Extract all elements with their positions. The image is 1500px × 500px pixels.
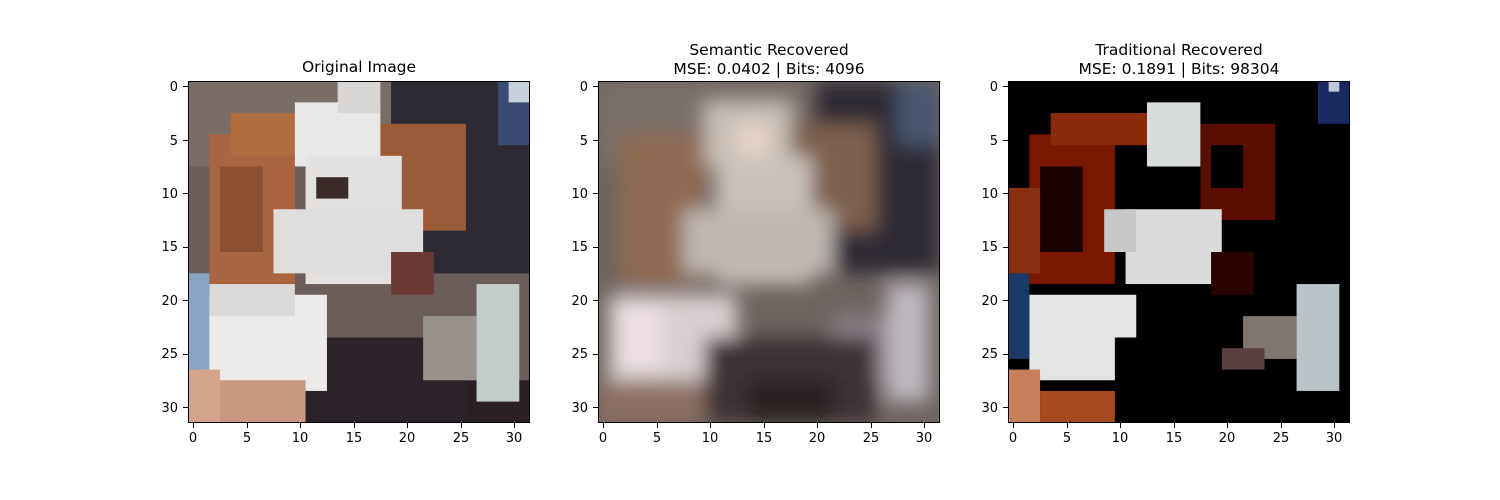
y-tick-label: 20	[981, 294, 998, 309]
y-tick-mark	[593, 406, 598, 408]
axes-frame	[188, 81, 530, 423]
y-tick-mark	[183, 139, 188, 141]
y-tick-mark	[593, 86, 598, 88]
x-tick-label: 5	[242, 431, 252, 446]
x-tick-mark	[1280, 423, 1282, 428]
x-tick-label: 25	[1272, 431, 1290, 446]
axes-frame	[598, 81, 940, 423]
y-tick-label: 30	[161, 401, 178, 416]
y-tick-label: 10	[981, 187, 998, 202]
y-tick-mark	[593, 300, 598, 302]
panel-title: Traditional Recovered MSE: 0.1891 | Bits…	[1008, 41, 1350, 79]
y-tick-mark	[183, 86, 188, 88]
title-line-2: MSE: 0.0402 | Bits: 4096	[673, 60, 865, 78]
x-tick-mark	[407, 423, 409, 428]
x-tick-mark	[1066, 423, 1068, 428]
x-tick-label: 20	[398, 431, 416, 446]
y-tick-label: 0	[169, 80, 178, 95]
title-line-1: Semantic Recovered	[689, 41, 849, 59]
y-tick-label: 30	[571, 401, 588, 416]
y-tick-mark	[593, 139, 598, 141]
y-tick-label: 30	[981, 401, 998, 416]
y-tick-mark	[1003, 193, 1008, 195]
image-traditional	[1008, 81, 1350, 423]
x-tick-label: 5	[652, 431, 662, 446]
x-tick-label: 20	[1218, 431, 1236, 446]
y-tick-mark	[183, 406, 188, 408]
y-tick-mark	[183, 300, 188, 302]
x-tick-label: 0	[188, 431, 198, 446]
y-tick-mark	[1003, 86, 1008, 88]
y-tick-label: 10	[571, 187, 588, 202]
x-tick-label: 30	[505, 431, 523, 446]
x-tick-mark	[300, 423, 302, 428]
image-original	[188, 81, 530, 423]
panel-title: Semantic Recovered MSE: 0.0402 | Bits: 4…	[598, 41, 940, 79]
axes-frame	[1008, 81, 1350, 423]
y-tick-label: 25	[981, 347, 998, 362]
title-line-1: Traditional Recovered	[1095, 41, 1263, 59]
y-tick-label: 5	[579, 134, 588, 149]
x-tick-mark	[513, 423, 515, 428]
title-line-2: MSE: 0.1891 | Bits: 98304	[1078, 60, 1280, 78]
title-line-1: Original Image	[301, 58, 417, 76]
y-tick-label: 25	[571, 347, 588, 362]
x-tick-label: 0	[598, 431, 608, 446]
x-tick-label: 15	[345, 431, 363, 446]
x-tick-mark	[1227, 423, 1229, 428]
x-tick-mark	[246, 423, 248, 428]
x-tick-mark	[870, 423, 872, 428]
x-tick-mark	[817, 423, 819, 428]
y-tick-mark	[1003, 246, 1008, 248]
x-tick-mark	[710, 423, 712, 428]
y-tick-label: 25	[161, 347, 178, 362]
x-tick-label: 30	[915, 431, 933, 446]
y-tick-mark	[183, 246, 188, 248]
y-tick-mark	[1003, 139, 1008, 141]
y-tick-label: 15	[571, 240, 588, 255]
x-tick-label: 25	[862, 431, 880, 446]
x-tick-label: 25	[452, 431, 470, 446]
x-tick-mark	[923, 423, 925, 428]
x-tick-label: 30	[1325, 431, 1343, 446]
image-semantic	[598, 81, 940, 423]
y-tick-label: 20	[571, 294, 588, 309]
y-tick-mark	[593, 193, 598, 195]
y-tick-label: 20	[161, 294, 178, 309]
y-tick-mark	[593, 246, 598, 248]
y-tick-label: 15	[981, 240, 998, 255]
x-tick-mark	[763, 423, 765, 428]
y-tick-label: 5	[169, 134, 178, 149]
y-tick-label: 5	[989, 134, 998, 149]
x-tick-mark	[656, 423, 658, 428]
x-tick-mark	[353, 423, 355, 428]
x-tick-mark	[1120, 423, 1122, 428]
x-tick-mark	[1173, 423, 1175, 428]
y-tick-mark	[183, 353, 188, 355]
y-tick-label: 10	[161, 187, 178, 202]
x-tick-label: 10	[1111, 431, 1129, 446]
x-tick-mark	[603, 423, 605, 428]
y-tick-mark	[1003, 406, 1008, 408]
x-tick-mark	[1013, 423, 1015, 428]
x-tick-label: 0	[1008, 431, 1018, 446]
panel-title: Original Image	[188, 58, 530, 77]
y-tick-mark	[1003, 300, 1008, 302]
x-tick-mark	[1333, 423, 1335, 428]
x-tick-label: 20	[808, 431, 826, 446]
y-tick-label: 0	[989, 80, 998, 95]
y-tick-mark	[183, 193, 188, 195]
y-tick-mark	[1003, 353, 1008, 355]
x-tick-label: 15	[1165, 431, 1183, 446]
y-tick-mark	[593, 353, 598, 355]
x-tick-mark	[193, 423, 195, 428]
x-tick-label: 5	[1062, 431, 1072, 446]
x-tick-label: 10	[291, 431, 309, 446]
y-tick-label: 0	[579, 80, 588, 95]
x-tick-mark	[460, 423, 462, 428]
x-tick-label: 10	[701, 431, 719, 446]
x-tick-label: 15	[755, 431, 773, 446]
y-tick-label: 15	[161, 240, 178, 255]
